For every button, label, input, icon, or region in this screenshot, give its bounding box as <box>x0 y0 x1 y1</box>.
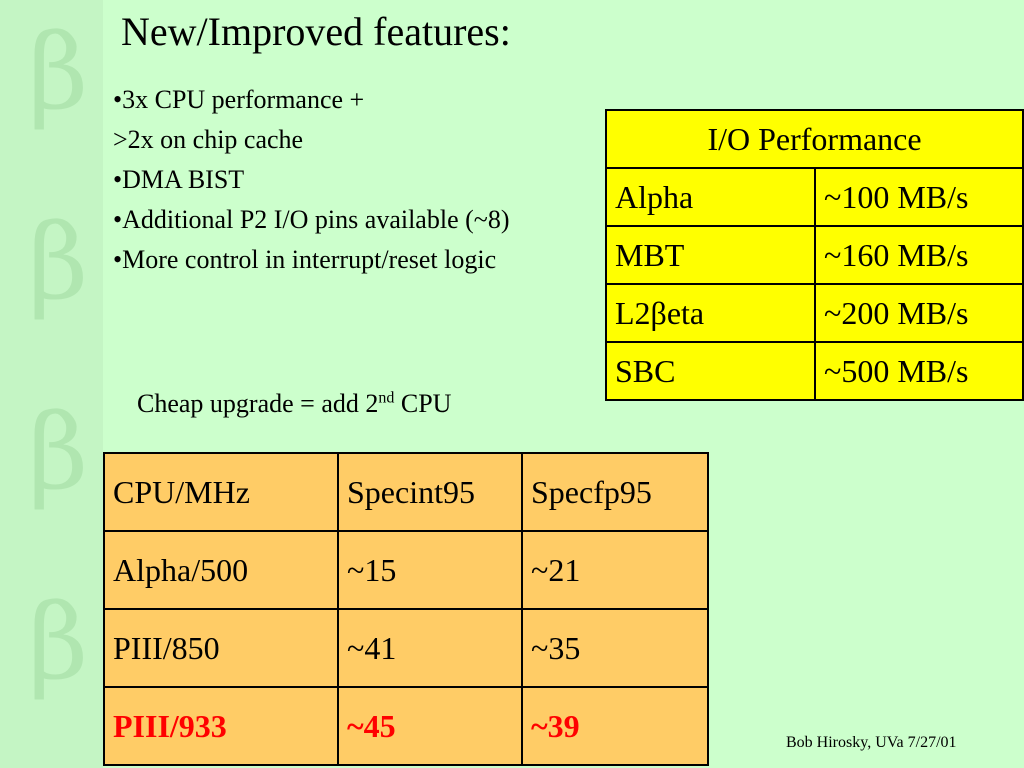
beta-watermark-icon: β <box>27 581 89 703</box>
table-header-row: I/O Performance <box>605 109 1024 169</box>
table-row-highlighted: PIII/933 ~45 ~39 <box>103 686 709 766</box>
specfp-header-cell: Specfp95 <box>521 452 709 532</box>
feature-item: •Additional P2 I/O pins available (~8) <box>113 205 510 234</box>
upgrade-tail: CPU <box>394 389 452 418</box>
io-value-cell: ~100 MB/s <box>814 167 1024 227</box>
cpu-cell: PIII/850 <box>103 608 339 688</box>
table-row: L2βeta ~200 MB/s <box>605 283 1024 343</box>
io-value-cell: ~200 MB/s <box>814 283 1024 343</box>
table-row: PIII/850 ~41 ~35 <box>103 608 709 688</box>
table-row: SBC ~500 MB/s <box>605 341 1024 401</box>
io-value-cell: ~160 MB/s <box>814 225 1024 285</box>
footer-credit: Bob Hirosky, UVa 7/27/01 <box>786 734 957 751</box>
cpu-cell: Alpha/500 <box>103 530 339 610</box>
feature-item: •DMA BIST <box>113 165 245 194</box>
cpu-header-cell: CPU/MHz <box>103 452 339 532</box>
table-row: Alpha ~100 MB/s <box>605 167 1024 227</box>
decorative-sidebar: β β β β <box>0 0 103 768</box>
io-name-cell: SBC <box>605 341 816 401</box>
specfp-cell: ~35 <box>521 608 709 688</box>
beta-watermark-icon: β <box>27 11 89 133</box>
feature-list: •3x CPU performance + >2x on chip cache … <box>113 80 588 280</box>
cpu-cell: PIII/933 <box>103 686 339 766</box>
upgrade-text: Cheap upgrade = add 2 <box>137 389 379 418</box>
upgrade-note: Cheap upgrade = add 2nd CPU <box>137 384 451 424</box>
feature-item: •3x CPU performance + <box>113 85 365 114</box>
io-name-cell: MBT <box>605 225 816 285</box>
io-value-cell: ~500 MB/s <box>814 341 1024 401</box>
io-performance-table: I/O Performance Alpha ~100 MB/s MBT ~160… <box>605 109 1024 401</box>
feature-item: •More control in interrupt/reset logic <box>113 245 497 274</box>
beta-watermark-icon: β <box>27 201 89 323</box>
io-name-cell: L2βeta <box>605 283 816 343</box>
specfp-cell: ~39 <box>521 686 709 766</box>
upgrade-superscript: nd <box>378 389 395 407</box>
table-row: MBT ~160 MB/s <box>605 225 1024 285</box>
table-row: Alpha/500 ~15 ~21 <box>103 530 709 610</box>
feature-item: >2x on chip cache <box>113 125 304 154</box>
specint-header-cell: Specint95 <box>337 452 523 532</box>
io-name-cell: Alpha <box>605 167 816 227</box>
specint-cell: ~45 <box>337 686 523 766</box>
table-header-row: CPU/MHz Specint95 Specfp95 <box>103 452 709 532</box>
slide-title: New/Improved features: <box>121 9 511 54</box>
cpu-benchmark-table: CPU/MHz Specint95 Specfp95 Alpha/500 ~15… <box>103 452 709 766</box>
specint-cell: ~15 <box>337 530 523 610</box>
beta-watermark-icon: β <box>27 391 89 513</box>
io-table-header: I/O Performance <box>605 109 1024 169</box>
specint-cell: ~41 <box>337 608 523 688</box>
specfp-cell: ~21 <box>521 530 709 610</box>
